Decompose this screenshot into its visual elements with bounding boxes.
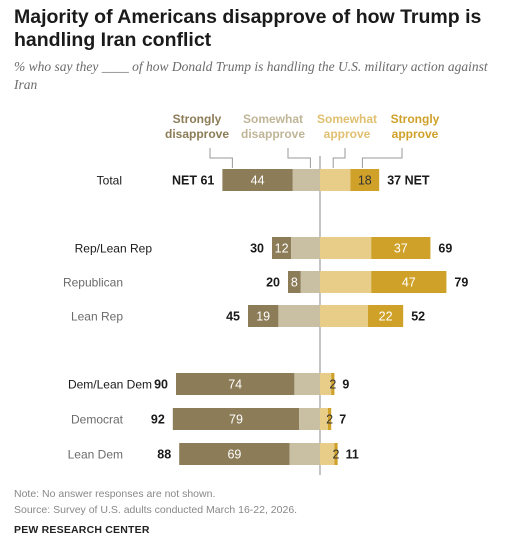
- bar-strongly-approve-republican: [371, 271, 447, 293]
- net-approve-total: 37 NET: [387, 174, 430, 188]
- bar-strongly-disapprove-total: [222, 169, 293, 191]
- bar-strongly-disapprove-republican: [288, 271, 301, 293]
- legend-strongly-approve-line-1: Strongly: [391, 112, 440, 126]
- chart-subtitle: % who say they ____ of how Donald Trump …: [14, 59, 488, 92]
- bar-somewhat-disapprove-lean-dem: [289, 443, 320, 465]
- row-label-lean-dem: Lean Dem: [68, 448, 123, 462]
- bar-somewhat-approve-democrat: [320, 408, 328, 430]
- bar-somewhat-disapprove-rep-lean-rep: [291, 237, 320, 259]
- net-approve-rep-lean-rep: 69: [438, 242, 452, 256]
- value-strongly-disapprove-lean-dem: 69: [227, 448, 241, 462]
- bar-somewhat-disapprove-republican: [300, 271, 320, 293]
- bar-somewhat-approve-total: [320, 169, 351, 191]
- row-label-total: Total: [97, 174, 122, 188]
- bar-somewhat-disapprove-dem-lean-dem: [294, 373, 320, 395]
- legend-bracket-somewhat-approve: [332, 148, 346, 168]
- legend-somewhat-approve-line-1: Somewhat: [317, 112, 377, 126]
- bar-strongly-approve-lean-rep: [368, 305, 404, 327]
- bar-somewhat-disapprove-total: [292, 169, 320, 191]
- net-disapprove-lean-dem: 88: [157, 448, 171, 462]
- value-strongly-disapprove-republican: 8: [291, 276, 298, 290]
- chart-source: Source: Survey of U.S. adults conducted …: [14, 504, 298, 516]
- value-strongly-approve-total: 18: [358, 174, 372, 188]
- legend-somewhat-disapprove-line-1: Somewhat: [243, 112, 303, 126]
- net-disapprove-republican: 20: [266, 276, 280, 290]
- net-disapprove-lean-rep: 45: [226, 310, 240, 324]
- bar-somewhat-approve-republican: [320, 271, 372, 293]
- legend-somewhat-disapprove-line-2: disapprove: [241, 127, 305, 141]
- value-strongly-approve-republican: 47: [402, 276, 416, 290]
- legend-strongly-disapprove-line-2: disapprove: [165, 127, 229, 141]
- value-strongly-approve-democrat: 2: [326, 413, 333, 427]
- bar-strongly-approve-dem-lean-dem: [331, 373, 335, 395]
- bar-strongly-disapprove-dem-lean-dem: [176, 373, 295, 395]
- net-approve-republican: 79: [454, 276, 468, 290]
- org-name: PEW RESEARCH CENTER: [14, 524, 150, 536]
- value-strongly-disapprove-rep-lean-rep: 12: [275, 242, 289, 256]
- bar-somewhat-disapprove-lean-rep: [278, 305, 320, 327]
- bar-strongly-approve-lean-dem: [334, 443, 338, 465]
- bar-strongly-approve-democrat: [328, 408, 332, 430]
- row-label-dem-lean-dem: Dem/Lean Dem: [68, 378, 152, 392]
- legend-strongly-disapprove-line-1: Strongly: [173, 112, 222, 126]
- row-label-republican: Republican: [63, 276, 123, 290]
- net-disapprove-dem-lean-dem: 90: [154, 378, 168, 392]
- net-disapprove-total: NET 61: [172, 174, 214, 188]
- legend-somewhat-approve-line-2: approve: [324, 127, 371, 141]
- value-strongly-approve-lean-rep: 22: [379, 310, 393, 324]
- legend-bracket-somewhat-disapprove: [287, 148, 311, 168]
- chart-title: Majority of Americans disapprove of how …: [14, 6, 482, 51]
- bar-strongly-approve-total: [350, 169, 380, 191]
- net-disapprove-rep-lean-rep: 30: [250, 242, 264, 256]
- net-approve-lean-dem: 11: [346, 448, 359, 462]
- value-strongly-approve-rep-lean-rep: 37: [394, 242, 408, 256]
- net-approve-democrat: 7: [339, 413, 346, 427]
- value-strongly-disapprove-democrat: 79: [229, 413, 243, 427]
- legend-bracket-strongly-disapprove: [209, 148, 233, 168]
- bar-strongly-disapprove-democrat: [172, 408, 300, 430]
- bar-somewhat-disapprove-democrat: [299, 408, 320, 430]
- bar-strongly-disapprove-lean-dem: [179, 443, 290, 465]
- net-approve-lean-rep: 52: [411, 310, 425, 324]
- value-strongly-disapprove-lean-rep: 19: [256, 310, 270, 324]
- row-label-democrat: Democrat: [71, 413, 124, 427]
- value-strongly-disapprove-dem-lean-dem: 74: [228, 378, 242, 392]
- net-approve-dem-lean-dem: 9: [342, 378, 349, 392]
- value-strongly-disapprove-total: 44: [251, 174, 265, 188]
- bar-somewhat-approve-rep-lean-rep: [320, 237, 372, 259]
- value-strongly-approve-dem-lean-dem: 2: [329, 378, 336, 392]
- row-label-lean-rep: Lean Rep: [71, 310, 123, 324]
- bar-strongly-disapprove-rep-lean-rep: [272, 237, 292, 259]
- chart-note: Note: No answer responses are not shown.: [14, 488, 216, 500]
- bar-somewhat-approve-lean-rep: [320, 305, 368, 327]
- bar-somewhat-approve-lean-dem: [320, 443, 335, 465]
- bar-somewhat-approve-dem-lean-dem: [320, 373, 332, 395]
- value-strongly-approve-lean-dem: 2: [333, 448, 340, 462]
- bar-strongly-disapprove-lean-rep: [248, 305, 279, 327]
- row-label-rep-lean-rep: Rep/Lean Rep: [75, 242, 153, 256]
- net-disapprove-democrat: 92: [151, 413, 165, 427]
- bar-strongly-approve-rep-lean-rep: [371, 237, 431, 259]
- legend-bracket-strongly-approve: [361, 148, 403, 168]
- legend-strongly-approve-line-2: approve: [392, 127, 439, 141]
